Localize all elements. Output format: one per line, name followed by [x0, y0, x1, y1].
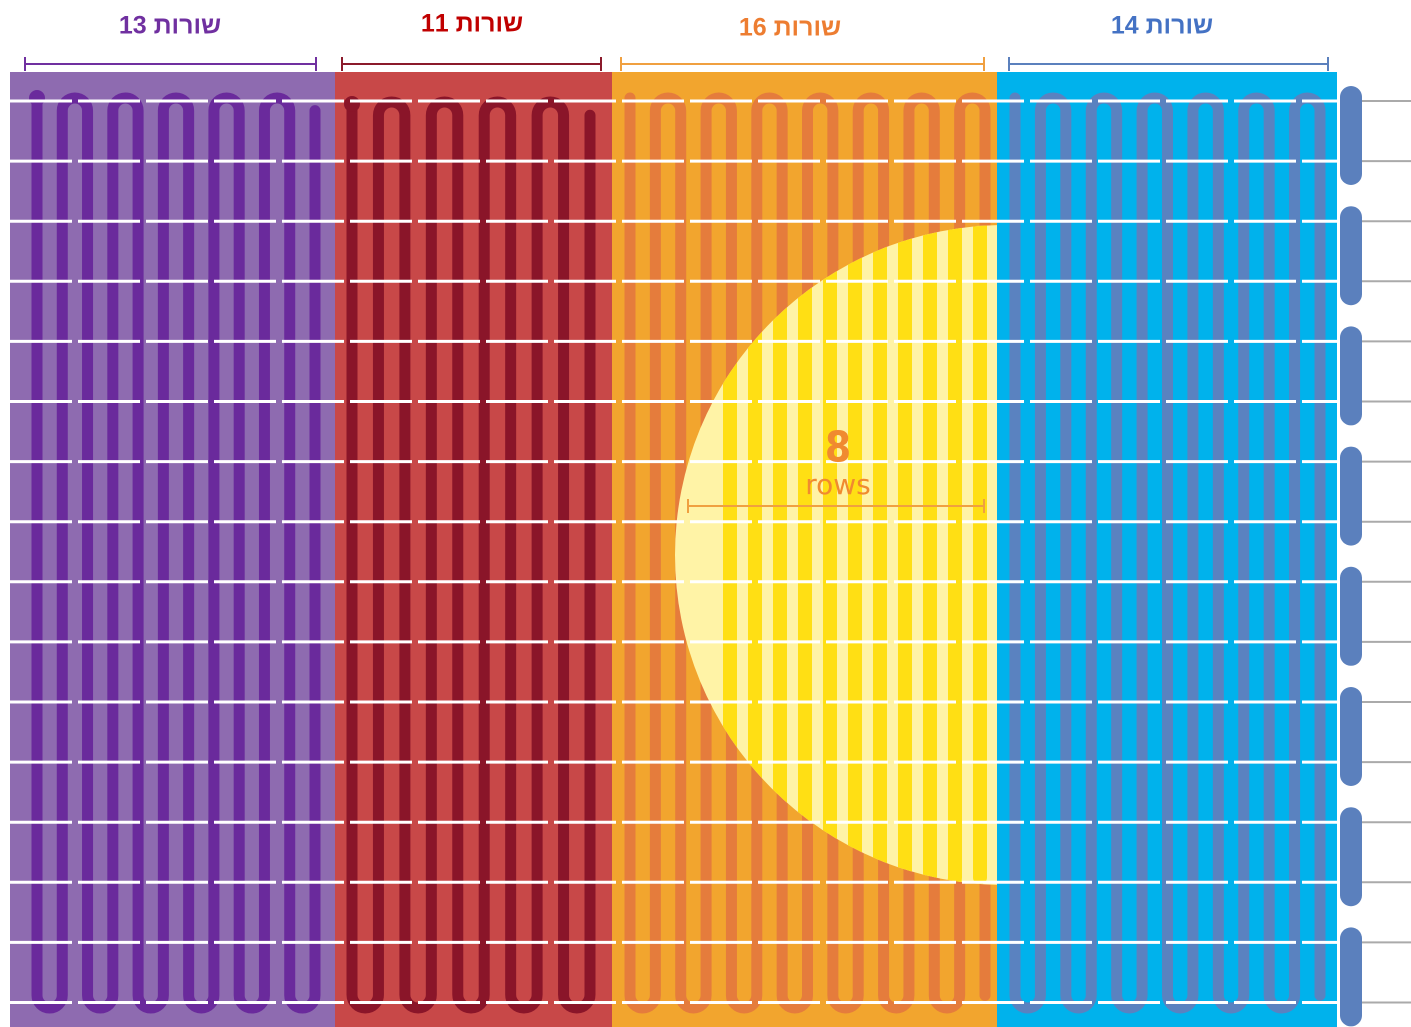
edge-pill	[1340, 927, 1362, 1027]
edge-pill	[1340, 446, 1362, 546]
inset-serpentine	[723, 225, 987, 885]
serpentine	[31, 92, 321, 1014]
edge-pill	[1340, 566, 1362, 666]
row-lines	[10, 86, 1411, 1027]
edge-pill	[1340, 687, 1362, 786]
column-label: 11 שורות	[421, 10, 523, 38]
start-dot	[29, 90, 45, 106]
edge-pill	[1340, 326, 1362, 426]
start-dot	[344, 96, 360, 112]
column-label: 13 שורות	[119, 12, 221, 40]
inset-bracket	[687, 499, 985, 513]
inset-area	[675, 225, 997, 885]
serpentine	[1009, 92, 1326, 1014]
brackets	[24, 57, 1329, 71]
inset-number: 8	[825, 423, 851, 472]
edge-pill	[1340, 807, 1362, 907]
serpentine	[723, 225, 987, 885]
edge-pill	[1340, 86, 1362, 185]
column-label: 14 שורות	[1111, 12, 1213, 40]
inset-unit: rows	[805, 468, 871, 501]
edge-pill	[1340, 206, 1362, 306]
column-label: 16 שורות	[739, 14, 841, 42]
